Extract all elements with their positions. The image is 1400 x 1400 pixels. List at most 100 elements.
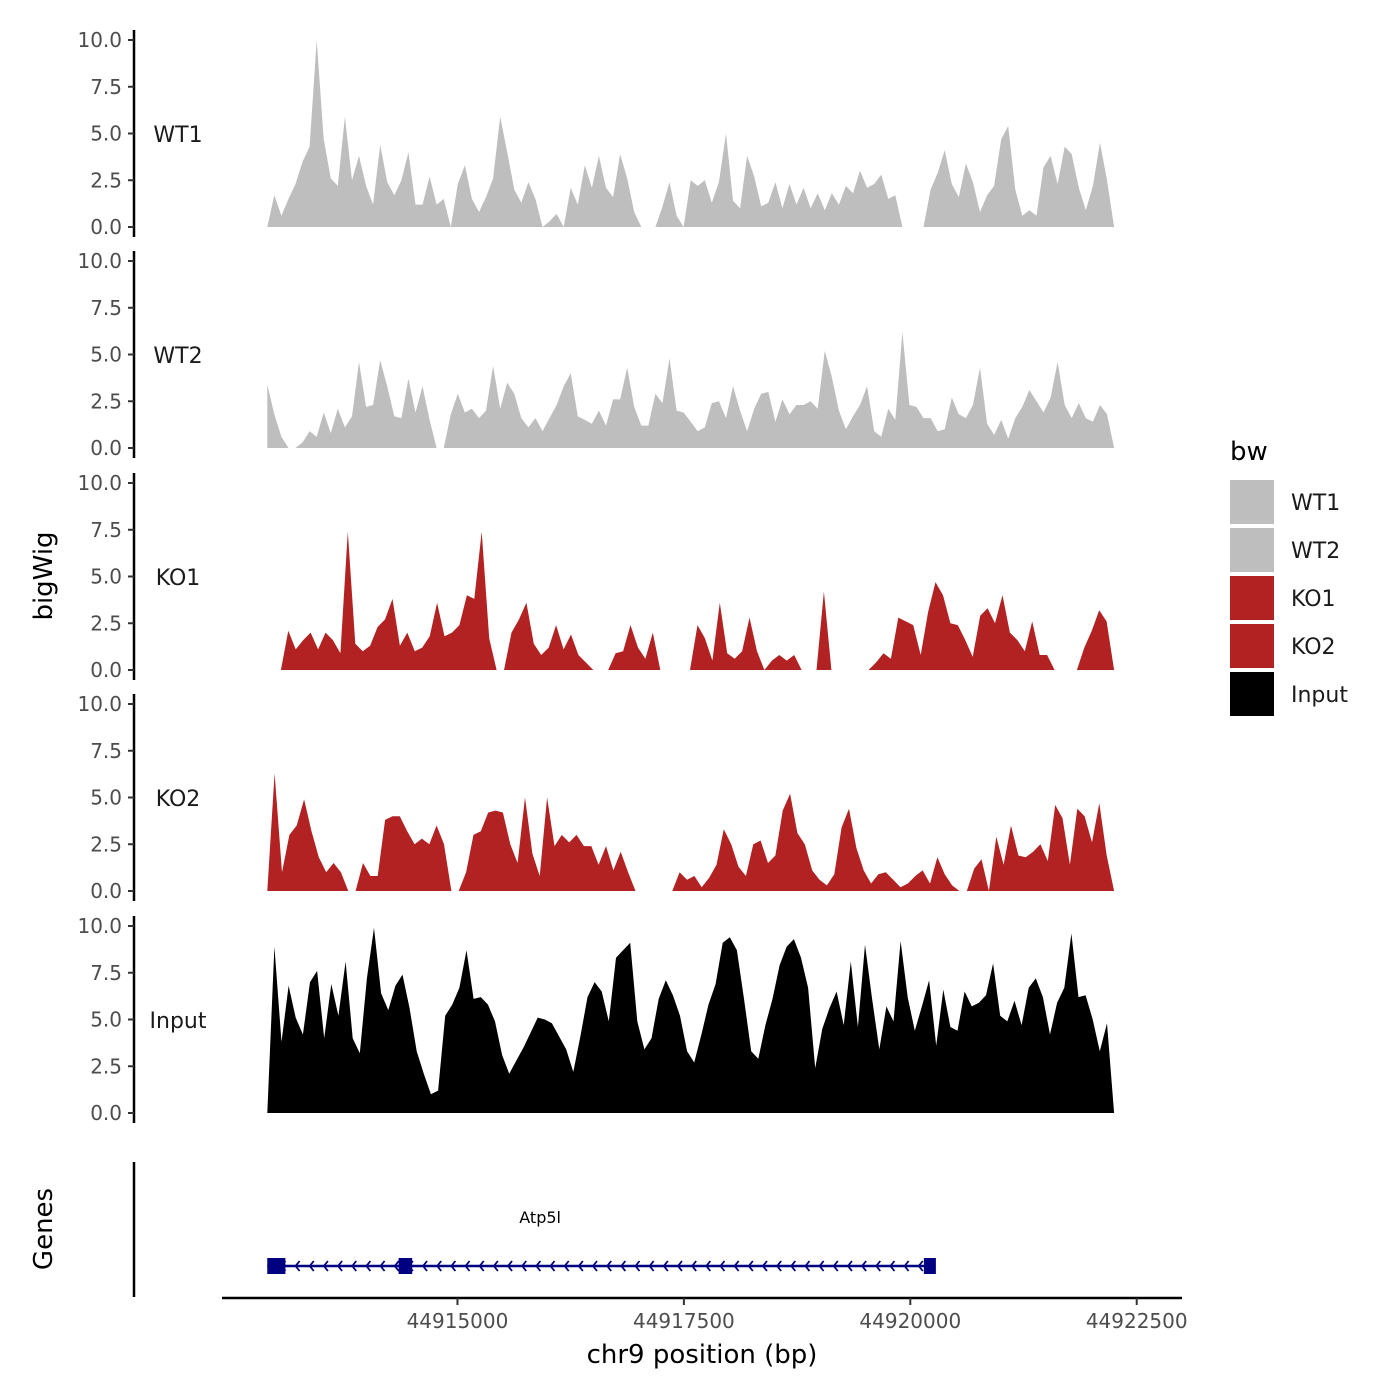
y-tick-label: 0.0: [90, 215, 122, 239]
strand-arrow: [577, 1260, 584, 1272]
y-tick-label: 0.0: [90, 436, 122, 460]
legend-label: KO2: [1291, 635, 1336, 660]
legend-swatch: [1230, 624, 1274, 668]
strand-arrow: [676, 1260, 683, 1272]
track-label: WT1: [153, 123, 202, 148]
strand-arrow: [336, 1260, 343, 1272]
legend: WT1 WT2 KO1 KO2 Input: [1230, 480, 1348, 716]
y-tick-label: 10.0: [77, 249, 122, 273]
legend-item-ko2: KO2: [1230, 624, 1336, 668]
strand-arrow: [436, 1260, 442, 1272]
strand-arrow: [591, 1260, 598, 1272]
y-tick-label: 5.0: [90, 565, 122, 589]
legend-label: KO1: [1291, 587, 1336, 612]
y-tick-label: 5.0: [90, 786, 122, 810]
y-tick-label: 7.5: [90, 961, 122, 985]
strand-arrow: [719, 1260, 726, 1272]
genes-title: Genes: [29, 1188, 59, 1270]
gene-exon: [267, 1258, 286, 1274]
y-tick-label: 2.5: [90, 389, 122, 413]
strand-arrow: [775, 1260, 782, 1272]
y-tick-label: 5.0: [90, 343, 122, 367]
gene-exon: [398, 1258, 413, 1274]
x-tick-label: 44915000: [407, 1309, 509, 1333]
legend-item-wt2: WT2: [1230, 528, 1340, 572]
y-tick-label: 2.5: [90, 168, 122, 192]
legend-item-wt1: WT1: [1230, 480, 1340, 524]
y-tick-label: 7.5: [90, 75, 122, 99]
y-tick-label: 10.0: [77, 914, 122, 938]
strand-arrow: [761, 1260, 768, 1272]
y-tick-label: 10.0: [77, 28, 122, 52]
genes-layer: Atp5l: [267, 1208, 936, 1274]
y-tick-label: 5.0: [90, 1008, 122, 1032]
strand-arrow: [747, 1260, 754, 1272]
strand-arrow: [421, 1260, 428, 1272]
track-label: WT2: [153, 344, 202, 369]
strand-arrow: [634, 1260, 641, 1272]
strand-arrow: [818, 1260, 825, 1272]
gene-atp5l: Atp5l: [267, 1208, 936, 1274]
strand-arrow: [549, 1260, 556, 1272]
track-input: 0.0 2.5 5.0 7.5 10.0 Input: [77, 914, 1115, 1125]
strand-arrow: [563, 1260, 570, 1272]
y-tick-label: 7.5: [90, 518, 122, 542]
y-tick-label: 10.0: [77, 471, 122, 495]
strand-arrow: [478, 1260, 485, 1272]
y-axis-title: bigWig: [29, 531, 59, 620]
y-tick-label: 0.0: [90, 658, 122, 682]
legend-item-input: Input: [1230, 672, 1348, 716]
x-tick-label: 44922500: [1086, 1309, 1188, 1333]
track-ko1: 0.0 2.5 5.0 7.5 10.0 KO1: [77, 471, 1115, 682]
y-tick-label: 7.5: [90, 739, 122, 763]
strand-arrow: [733, 1260, 740, 1272]
strand-arrow: [506, 1260, 513, 1272]
coverage-area-input: [267, 927, 1115, 1113]
strand-arrow: [450, 1260, 457, 1272]
strand-arrow: [294, 1260, 301, 1272]
strand-arrow: [365, 1260, 372, 1272]
y-tick-label: 0.0: [90, 1101, 122, 1125]
strand-arrow: [648, 1260, 655, 1272]
track-label: KO1: [156, 566, 201, 591]
strand-arrow: [804, 1260, 811, 1272]
strand-arrow: [620, 1260, 627, 1272]
y-tick-label: 7.5: [90, 296, 122, 320]
x-tick-label: 44917500: [633, 1309, 735, 1333]
strand-arrow: [464, 1260, 471, 1272]
strand-arrow: [379, 1260, 386, 1272]
track-wt1: 0.0 2.5 5.0 7.5 10.0 WT1: [77, 28, 1115, 239]
x-axis-title: chr9 position (bp): [587, 1340, 818, 1370]
y-tick-label: 2.5: [90, 1054, 122, 1078]
strand-arrow: [691, 1260, 697, 1272]
strand-arrow: [308, 1260, 315, 1272]
coverage-area-ko1: [280, 531, 1115, 670]
strand-arrow: [606, 1260, 612, 1272]
y-tick-label: 2.5: [90, 611, 122, 635]
y-tick-label: 2.5: [90, 832, 122, 856]
x-axis-ticks: 44915000 44917500 44920000 44922500: [407, 1298, 1188, 1333]
strand-arrow: [832, 1260, 839, 1272]
gene-exon: [923, 1258, 936, 1274]
tracks-layer: 0.0 2.5 5.0 7.5 10.0 WT1 0.0 2.5 5.0 7.5 10.0 WT2 0.…: [77, 28, 1115, 1125]
coverage-area-wt1: [267, 40, 1115, 227]
legend-title: bw: [1230, 437, 1268, 467]
strand-arrow: [521, 1260, 527, 1272]
strand-arrow: [351, 1260, 357, 1272]
legend-item-ko1: KO1: [1230, 576, 1336, 620]
strand-arrow: [846, 1260, 853, 1272]
strand-arrow: [705, 1260, 712, 1272]
strand-arrow: [860, 1260, 867, 1272]
strand-arrow: [535, 1260, 542, 1272]
legend-label: WT2: [1291, 539, 1340, 564]
y-tick-label: 0.0: [90, 879, 122, 903]
legend-swatch: [1230, 480, 1274, 524]
coverage-area-wt2: [267, 332, 1115, 448]
x-tick-label: 44920000: [859, 1309, 961, 1333]
gene-label: Atp5l: [519, 1208, 561, 1227]
legend-swatch: [1230, 576, 1274, 620]
legend-label: WT1: [1291, 491, 1340, 516]
legend-label: Input: [1291, 683, 1348, 708]
track-label: Input: [150, 1009, 207, 1034]
